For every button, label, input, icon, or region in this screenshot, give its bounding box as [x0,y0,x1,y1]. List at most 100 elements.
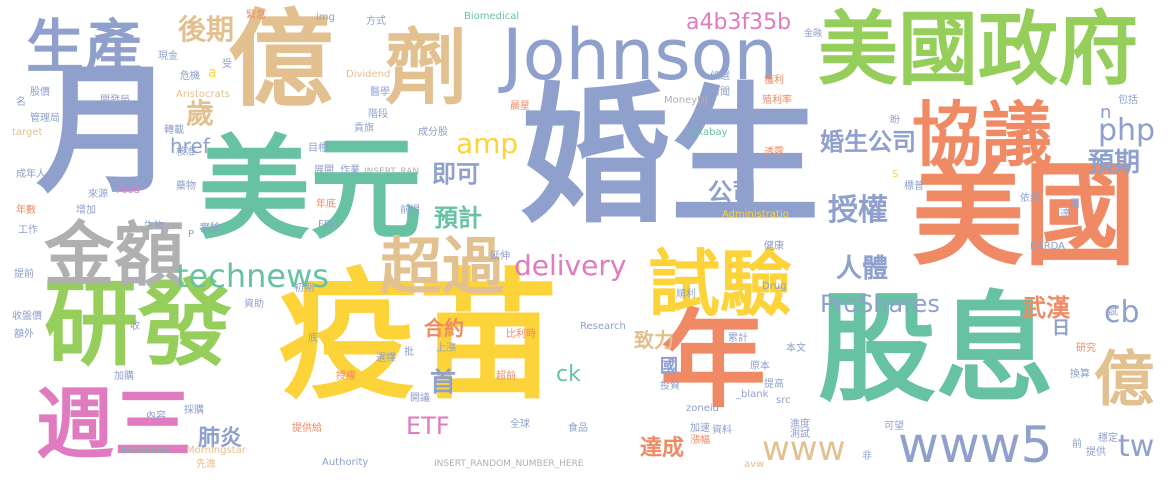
word: 美國 [912,151,1136,281]
word: 實驗 [200,223,220,234]
word: 即可 [432,160,480,188]
word: 額外 [14,329,34,340]
word: 進度 [790,419,810,430]
word: zoneid [686,403,719,414]
word: 疫苗 [278,256,559,419]
word: 試驗 [648,242,793,326]
word: _blank [736,389,769,400]
word: 超前 [496,371,516,382]
word: 盼 [890,115,900,126]
word: pixabay [688,127,728,138]
word: 非 [862,451,872,462]
word: INSERT_RAN [364,167,420,177]
word: 達成 [640,436,685,461]
word: 超過 [380,230,505,303]
word: 金融 [804,29,823,39]
word: 合約 [424,316,464,340]
word: 緊急 [246,10,266,21]
word: BARDA [1030,241,1066,252]
word: 階段 [368,109,388,120]
word: 生產 [26,13,143,81]
word: 國 [660,356,678,377]
word: 授權 [828,193,888,228]
word: 標普 [904,181,924,192]
word: 金額 [44,214,184,296]
word: 首 [430,368,457,398]
word: www [762,429,846,469]
word: 提供 [1086,447,1106,458]
word: cb [1104,295,1140,330]
word: 億 [228,0,334,121]
word: tw [1118,429,1155,464]
word: 生物 [144,221,164,232]
word: 現金 [158,51,178,62]
word: 年數 [16,205,36,216]
word: 健康 [764,241,784,252]
word: Aristocrats [176,89,230,100]
word: 可望 [884,421,904,432]
word: src [776,395,791,406]
word: 年 [660,299,766,422]
word: 貢旗 [354,123,374,134]
word: Dividend [346,69,391,80]
word: 開議 [410,393,430,404]
word: Administratio [722,209,789,220]
word: n [1100,102,1112,123]
word: Food [116,185,140,196]
word: 殖利率 [762,95,792,106]
word: 資助 [244,299,264,310]
word: 來源 [88,189,108,200]
word: a [208,65,217,81]
word: 轉載 [164,125,184,136]
word: 授權 [336,371,356,382]
word: 名 [16,97,26,108]
word: 藥物 [176,181,196,192]
word: 成分股 [418,127,448,138]
word: 原本 [750,361,770,372]
word: 比利時 [506,329,536,340]
word: 全球 [510,419,530,430]
word: 核准 [176,147,196,158]
word: 前 [1072,439,1082,450]
word: 月 [36,50,177,213]
word: 初期 [294,283,314,294]
word: 加購 [114,371,134,382]
word: P [188,229,195,240]
word: 依然 [1020,193,1040,204]
word: 本文 [786,343,806,354]
word: php [1098,113,1156,148]
word: 批 [404,347,414,358]
word: 收 [130,321,140,332]
word: 預期 [1088,148,1141,178]
word: Johnson [502,14,778,96]
word: ProShares [820,290,940,318]
word: 開發局 [100,95,130,106]
word: 研究 [1076,343,1096,354]
word: 穩定 [1098,433,1118,444]
word: 武漢 [1022,294,1070,322]
word: 提供給 [292,423,322,434]
word: 提高 [764,379,784,390]
word: 延伸 [490,251,510,262]
word: 透露 [764,147,784,158]
word: 醫學 [370,87,390,98]
word: avw [744,459,765,470]
word: 成年人 [16,169,46,180]
word: 致力 [634,328,674,352]
word: INSERT_RANDOM_NUMBER_HERE [434,459,584,469]
word: 達 [1060,209,1070,220]
word: 底 [308,333,318,344]
word: 管理局 [30,113,60,124]
word: 股價 [30,87,50,98]
word: 目標 [308,143,328,154]
word: 測試 [790,429,810,440]
word: 選擇 [376,353,396,364]
word: 作業 [340,165,360,176]
word: 提前 [14,269,34,280]
word: 年底 [316,199,336,210]
word: 候選 [710,71,730,82]
word: 包括 [1118,95,1138,106]
word: target [12,127,43,138]
word: 工作 [18,225,38,236]
